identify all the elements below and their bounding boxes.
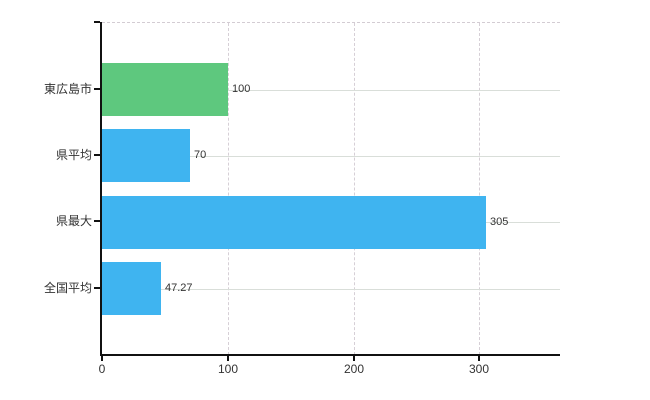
x-axis-tick xyxy=(227,356,229,361)
y-axis-tick xyxy=(94,88,100,90)
grid-line-vertical xyxy=(354,23,355,355)
y-axis-tick xyxy=(94,220,100,222)
x-axis-tick-label: 0 xyxy=(98,362,106,376)
bar xyxy=(102,196,486,249)
grid-line-horizontal xyxy=(102,289,560,290)
y-axis-label: 県最大 xyxy=(55,214,92,228)
y-axis-line xyxy=(100,22,102,354)
value-label: 100 xyxy=(232,83,251,95)
bar xyxy=(102,63,228,116)
bar xyxy=(102,129,190,182)
y-axis-tick xyxy=(94,287,100,289)
x-axis-tick-label: 200 xyxy=(343,362,365,376)
y-axis-label: 東広島市 xyxy=(43,82,92,96)
value-label: 70 xyxy=(194,149,207,161)
grid-line-horizontal xyxy=(102,90,560,91)
x-axis-line xyxy=(100,354,560,356)
x-axis-tick xyxy=(101,356,103,361)
y-axis-tick xyxy=(94,154,100,156)
grid-line-vertical xyxy=(479,23,480,355)
y-axis-label: 県平均 xyxy=(55,148,92,162)
x-axis-tick-label: 100 xyxy=(217,362,239,376)
value-label: 305 xyxy=(490,216,509,228)
y-axis-label: 全国平均 xyxy=(43,281,92,295)
x-axis-tick xyxy=(353,356,355,361)
y-axis-top-tick xyxy=(94,21,100,23)
value-label: 47.27 xyxy=(165,282,193,294)
grid-line-vertical xyxy=(228,23,229,355)
x-axis-tick xyxy=(478,356,480,361)
grid-line-horizontal xyxy=(102,156,560,157)
x-axis-tick-label: 300 xyxy=(468,362,490,376)
bar xyxy=(102,262,161,315)
plot-area: 100 70 305 47.27 xyxy=(102,22,560,355)
